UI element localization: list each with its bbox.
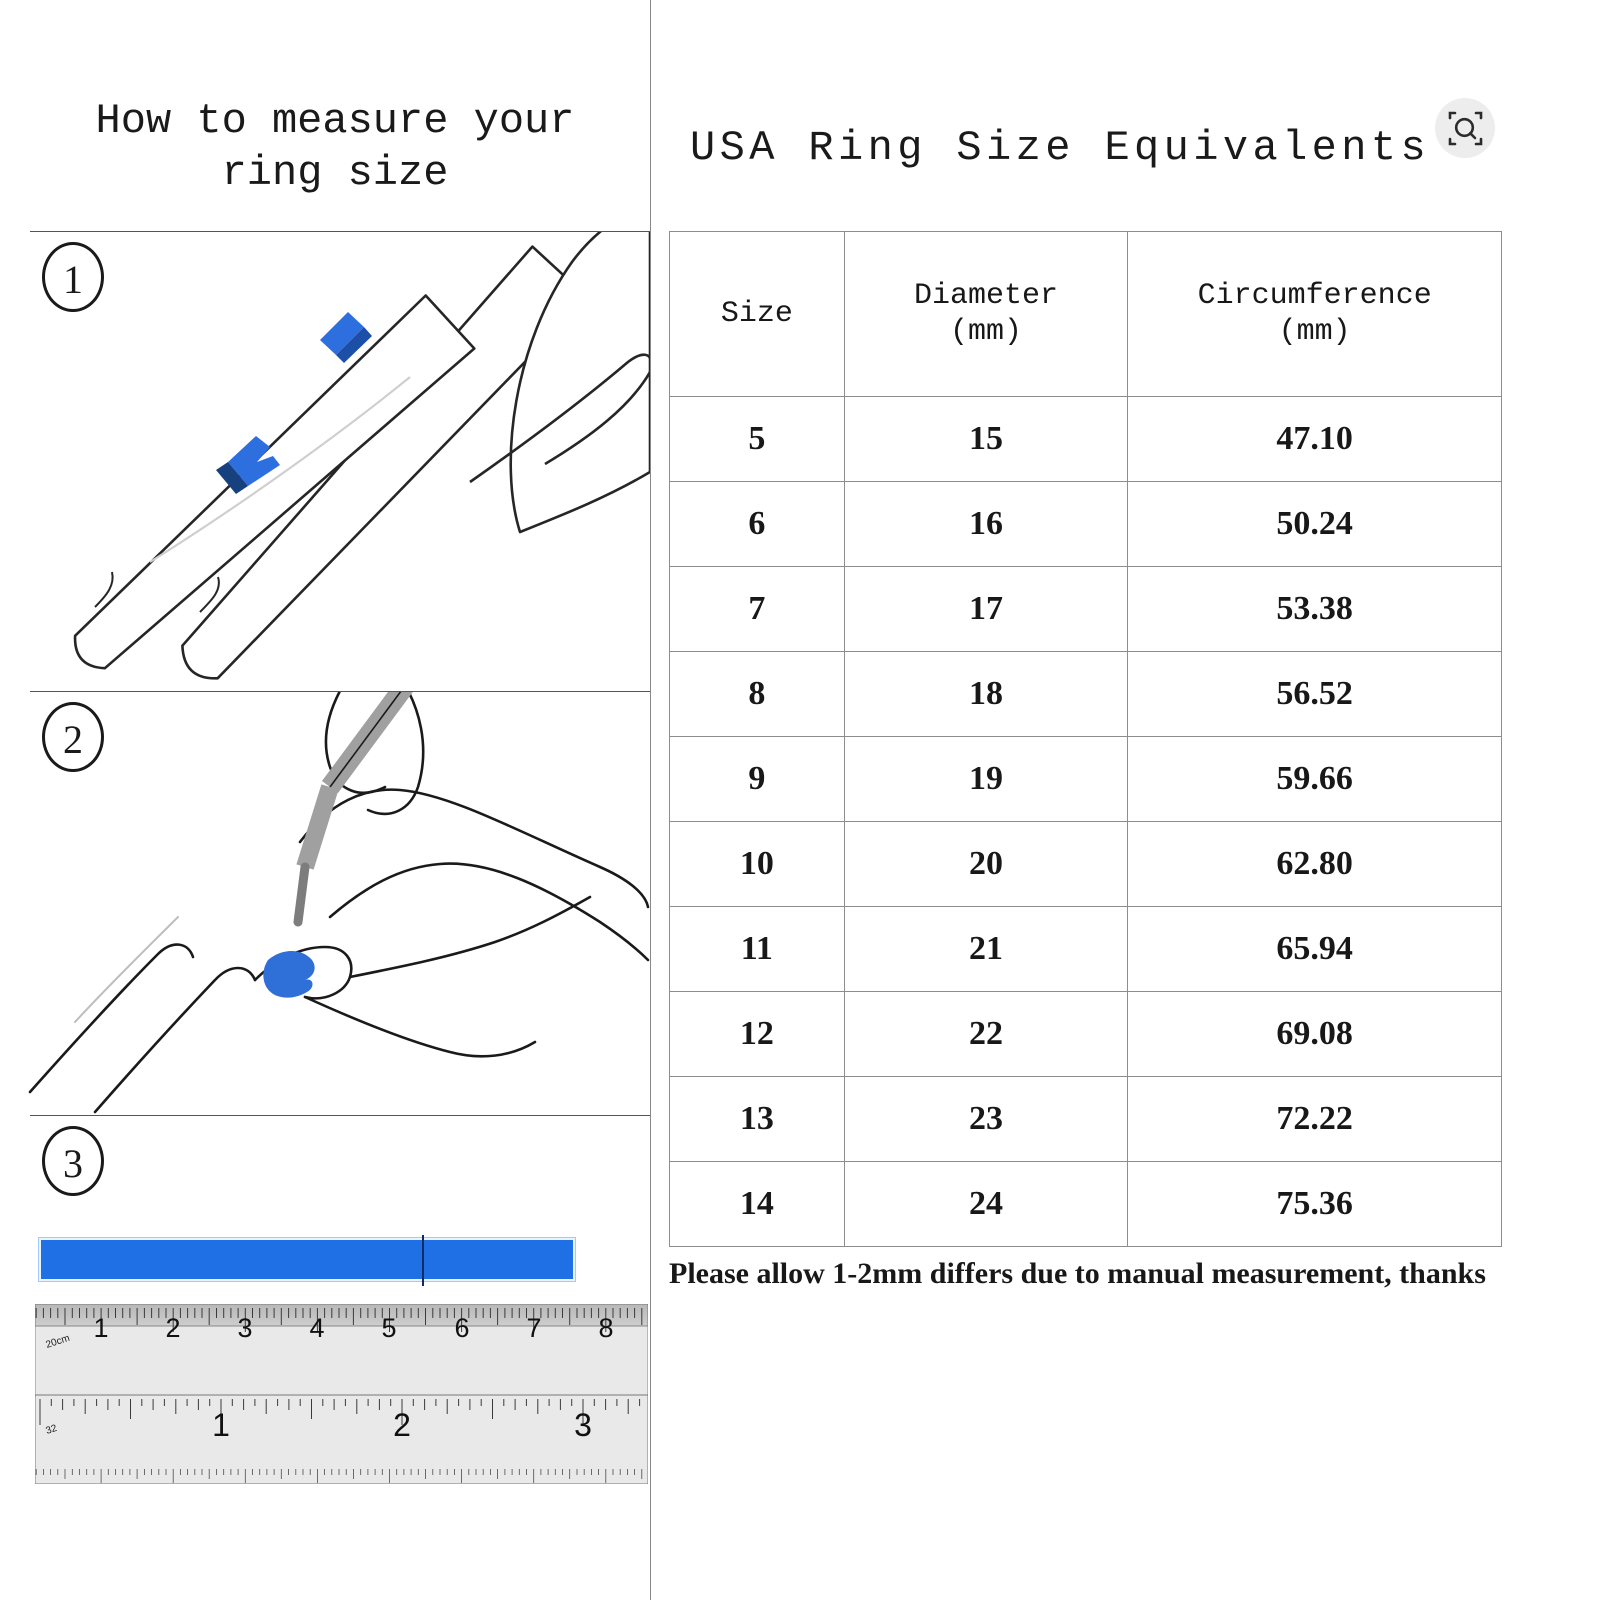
svg-text:4: 4 <box>309 1313 324 1343</box>
svg-text:3: 3 <box>237 1313 252 1343</box>
svg-text:3: 3 <box>574 1407 592 1443</box>
svg-text:2: 2 <box>393 1407 411 1443</box>
svg-text:8: 8 <box>598 1313 613 1343</box>
svg-text:6: 6 <box>454 1313 469 1343</box>
svg-text:1: 1 <box>212 1407 230 1443</box>
svg-text:2: 2 <box>165 1313 180 1343</box>
svg-text:7: 7 <box>526 1313 541 1343</box>
svg-text:1: 1 <box>93 1313 108 1343</box>
svg-text:5: 5 <box>381 1313 396 1343</box>
